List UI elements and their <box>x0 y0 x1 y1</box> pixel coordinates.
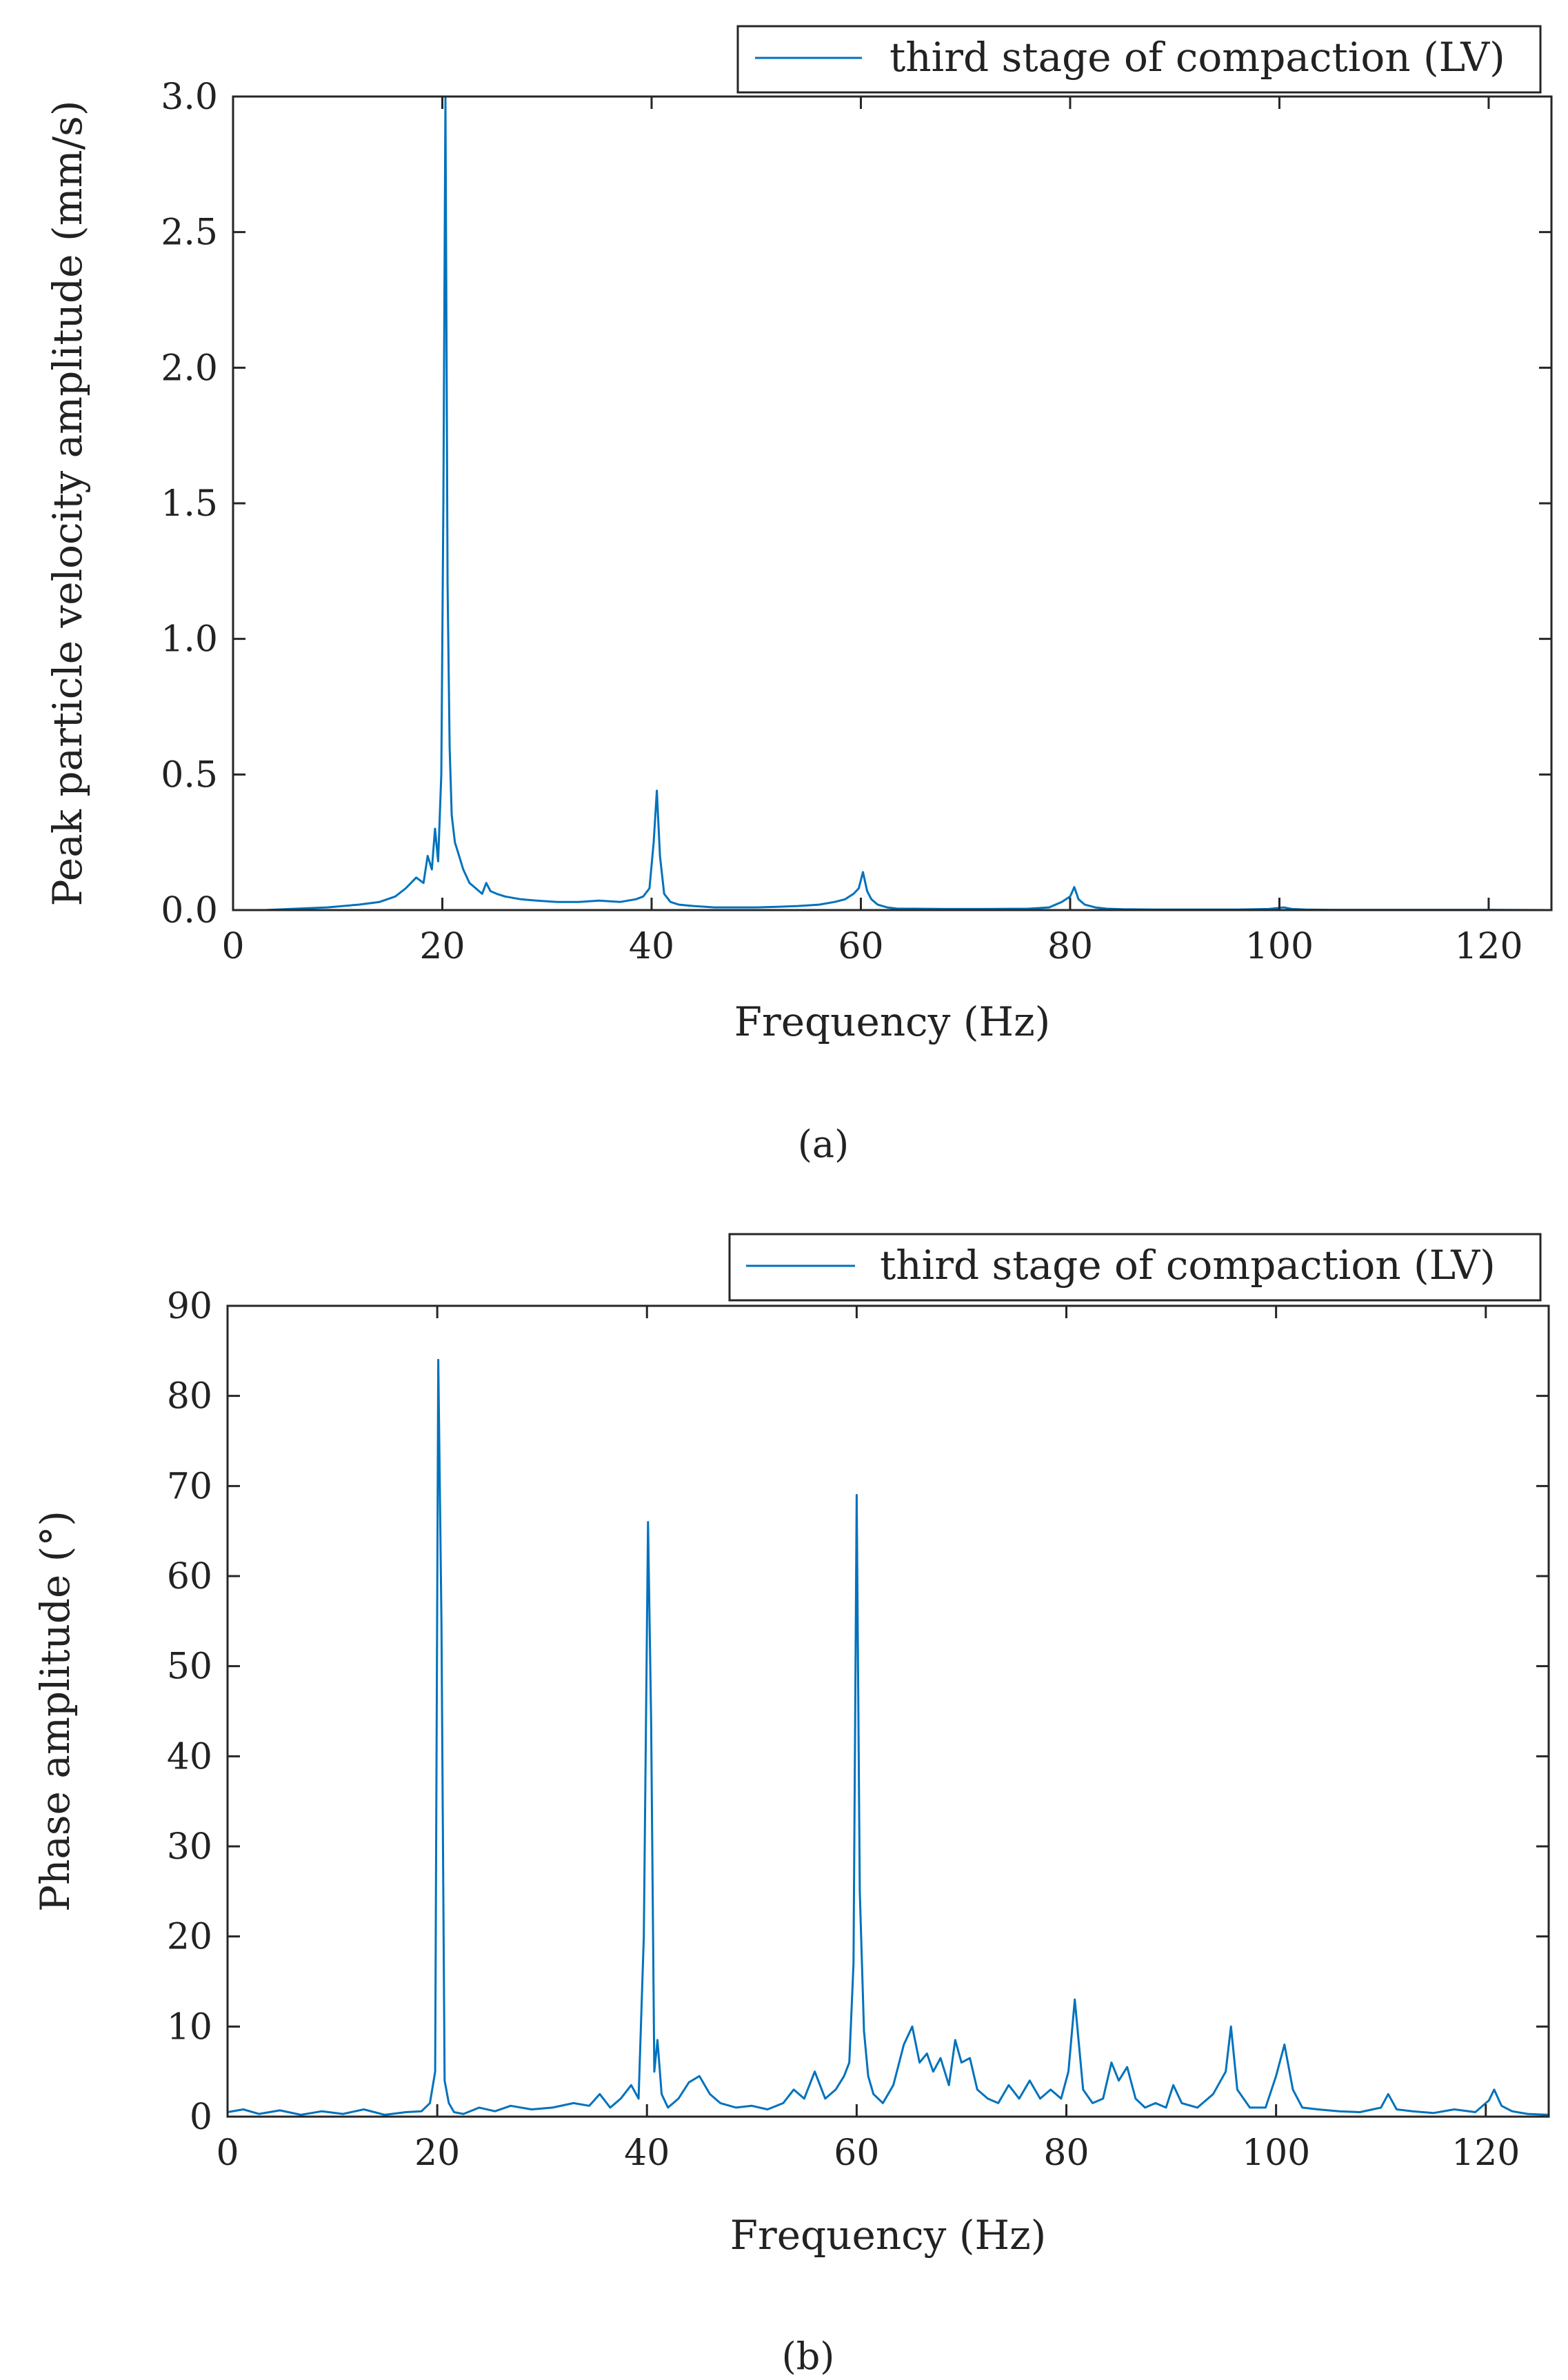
y-tick-label: 1.5 <box>161 483 218 525</box>
x-tick-label: 120 <box>1451 2132 1520 2174</box>
x-axis-label: Frequency (Hz) <box>734 998 1051 1045</box>
y-tick-label: 30 <box>167 1826 212 1868</box>
series-line-0 <box>238 95 1552 911</box>
x-tick-label: 60 <box>838 926 883 967</box>
y-axis-label: Peak particle velocity amplitude (mm/s) <box>44 100 91 906</box>
y-tick-label: 3.0 <box>161 77 218 118</box>
plot-area <box>238 95 1552 911</box>
legend-box <box>736 25 1542 94</box>
x-tick-label: 60 <box>834 2132 879 2174</box>
y-tick-label: 2.5 <box>161 212 218 254</box>
axes-frame <box>226 1304 1550 2118</box>
x-tick-label: 120 <box>1454 926 1522 967</box>
y-tick-label: 10 <box>167 2006 212 2048</box>
legend-label: third stage of compaction (LV) <box>889 34 1505 81</box>
x-tick-label: 40 <box>624 2132 670 2174</box>
y-tick-label: 0.5 <box>161 754 218 796</box>
x-tick-label: 0 <box>221 926 244 967</box>
legend-label: third stage of compaction (LV) <box>880 1242 1496 1289</box>
x-tick-label: 0 <box>216 2132 239 2174</box>
caption-a: (a) <box>798 1122 849 1166</box>
axes-frame <box>232 95 1553 911</box>
y-tick-label: 50 <box>167 1646 212 1688</box>
x-tick-label: 100 <box>1242 2132 1310 2174</box>
y-tick-label: 70 <box>167 1466 212 1507</box>
x-tick-label: 40 <box>629 926 674 967</box>
y-tick-label: 40 <box>167 1736 212 1777</box>
y-tick-label: 0 <box>190 2097 212 2138</box>
x-tick-label: 80 <box>1047 926 1093 967</box>
y-tick-label: 80 <box>167 1376 212 1418</box>
ticks: 0 20 40 60 80 100 120 0 10 20 30 40 50 60 70 80 90 <box>167 1286 1549 2174</box>
chart-panel-b: third stage of compaction (LV) 0 20 40 60 80… <box>32 1233 1550 2378</box>
y-tick-label: 20 <box>167 1917 212 1958</box>
legend-box <box>728 1233 1542 1302</box>
x-tick-label: 20 <box>419 926 465 967</box>
y-tick-label: 2.0 <box>161 347 218 389</box>
y-tick-label: 60 <box>167 1556 212 1597</box>
caption-b: (b) <box>782 2334 835 2378</box>
x-tick-label: 80 <box>1043 2132 1089 2174</box>
chart-panel-a: third stage of compaction (LV) 0 20 40 60 80… <box>44 25 1553 1166</box>
ticks: 0 20 40 60 80 100 120 0.0 0.5 1.0 1.5 2.0 2.5 3.0 <box>161 77 1551 967</box>
x-tick-label: 100 <box>1245 926 1314 967</box>
y-tick-label: 1.0 <box>161 619 218 660</box>
x-tick-label: 20 <box>414 2132 460 2174</box>
y-tick-label: 90 <box>167 1286 212 1327</box>
plot-area <box>227 1358 1549 2116</box>
x-axis-label: Frequency (Hz) <box>730 2212 1047 2259</box>
y-axis-label: Phase amplitude (°) <box>32 1511 79 1912</box>
y-tick-label: 0.0 <box>161 890 218 931</box>
series-line-0 <box>227 1358 1549 2116</box>
